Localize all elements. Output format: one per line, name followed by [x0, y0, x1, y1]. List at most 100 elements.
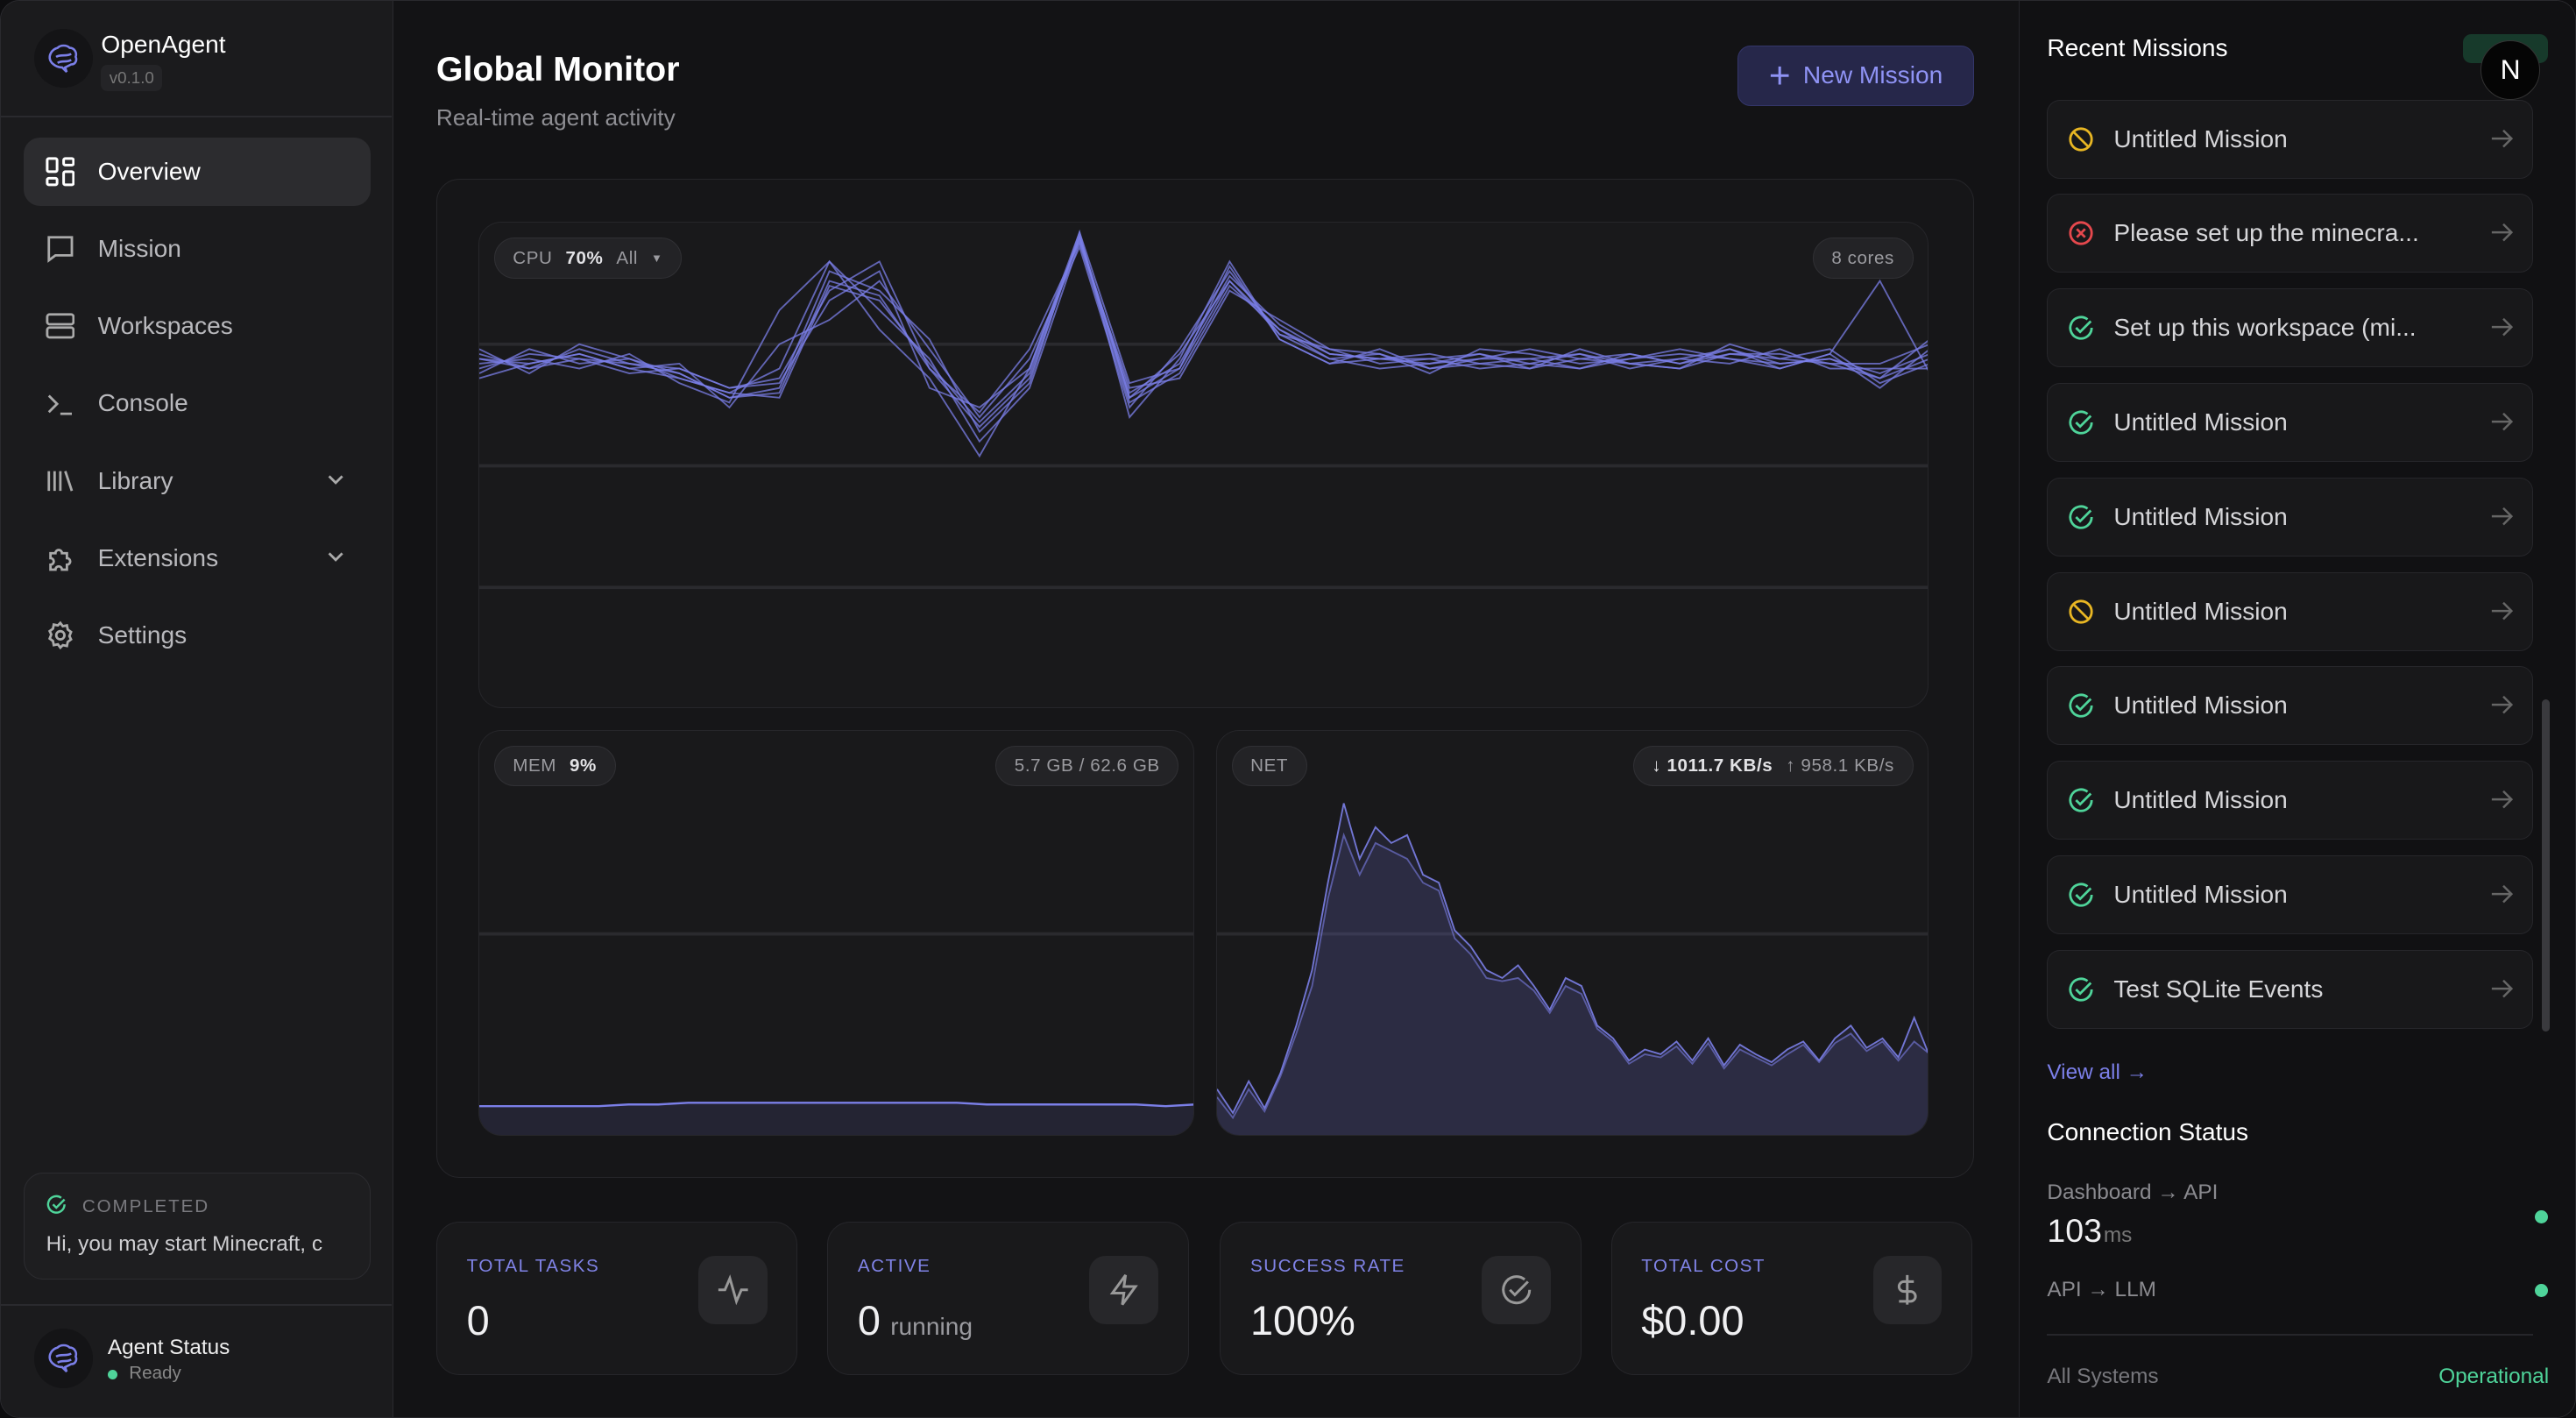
completed-status-icon: [2068, 787, 2094, 813]
net-badge: NET: [1231, 745, 1307, 787]
arrow-right-icon: [2491, 791, 2513, 809]
mem-value: 9%: [570, 755, 597, 776]
arrow-right-icon: [2491, 979, 2513, 998]
cpu-chart-svg: [478, 230, 1928, 590]
new-mission-button[interactable]: New Mission: [1737, 45, 1974, 106]
mission-title: Untitled Mission: [2113, 408, 2288, 436]
right-panel: Recent Missions N Untitled Mission Please…: [2018, 1, 2576, 1418]
sidebar-item-library[interactable]: Library: [24, 446, 371, 515]
mem-usage: 5.7 GB / 62.6 GB: [995, 745, 1179, 787]
last-mission-text: Hi, you may start Minecraft, c: [46, 1232, 323, 1257]
sidebar-item-label: Mission: [97, 235, 181, 263]
sidebar-item-label: Extensions: [97, 543, 219, 571]
cpu-core-line: [478, 239, 1928, 443]
stat-total-tasks: TOTAL TASKS 0: [435, 1222, 798, 1375]
last-mission-card[interactable]: COMPLETED Hi, you may start Minecraft, c: [24, 1172, 371, 1280]
mission-item[interactable]: Untitled Mission: [2047, 571, 2534, 651]
completed-status-icon: [2068, 504, 2094, 530]
sidebar-item-workspaces[interactable]: Workspaces: [24, 292, 371, 361]
cpu-label: CPU: [513, 247, 553, 268]
mission-title: Untitled Mission: [2113, 691, 2288, 720]
cpu-core-line: [478, 234, 1928, 429]
net-down-line: [1216, 802, 1928, 1115]
page-subtitle: Real-time agent activity: [435, 104, 676, 131]
mission-item[interactable]: Untitled Mission: [2047, 382, 2534, 462]
mission-item[interactable]: Untitled Mission: [2047, 666, 2534, 746]
sidebar-item-overview[interactable]: Overview: [24, 137, 371, 207]
arrow-right-icon: [2491, 412, 2513, 431]
last-mission-status: COMPLETED: [81, 1196, 210, 1217]
divider: [2047, 1333, 2534, 1336]
all-systems-label: All Systems: [2047, 1365, 2159, 1389]
arrow-right-icon: [2491, 601, 2513, 620]
agent-status-title: Agent Status: [107, 1335, 230, 1359]
mission-item[interactable]: Untitled Mission: [2047, 855, 2534, 934]
sidebar-item-extensions[interactable]: Extensions: [24, 523, 371, 592]
cancelled-status-icon: [2068, 126, 2094, 152]
main-content: Global Monitor Real-time agent activity …: [393, 1, 2019, 1418]
arrow-right-icon: [2491, 129, 2513, 147]
dollar-icon: [1872, 1255, 1943, 1325]
divider: [1, 116, 393, 118]
sidebar-item-console[interactable]: Console: [24, 369, 371, 438]
mission-item[interactable]: Set up this workspace (mi...: [2047, 288, 2534, 368]
mission-item[interactable]: Please set up the minecra...: [2047, 194, 2534, 273]
net-area: [1216, 803, 1928, 1135]
message-square-icon: [46, 236, 74, 264]
stat-value: 0 running: [857, 1297, 973, 1344]
dashboard-api-status-dot: [2535, 1210, 2549, 1223]
latency-value: 103 ms: [2047, 1211, 2133, 1249]
arrow-right-icon: [2491, 507, 2513, 526]
chevron-down-icon[interactable]: [324, 468, 347, 491]
arrow-right-icon: [2491, 223, 2513, 242]
chevron-down-icon[interactable]: [324, 545, 347, 568]
cpu-selector[interactable]: CPU 70% All ▼: [493, 238, 683, 279]
caret-down-icon: ▼: [650, 252, 663, 266]
connection-status-title: Connection Status: [2047, 1118, 2249, 1145]
cores-badge: 8 cores: [1812, 238, 1914, 279]
mission-title: Untitled Mission: [2113, 881, 2288, 908]
sidebar-item-label: Console: [97, 389, 188, 417]
stat-value: 0: [466, 1297, 490, 1344]
recent-missions-title: Recent Missions: [2047, 33, 2228, 61]
stat-value: $0.00: [1641, 1297, 1744, 1344]
view-all-link[interactable]: View all →: [2047, 1060, 2148, 1085]
sidebar-item-label: Workspaces: [97, 312, 233, 340]
mem-chart: MEM 9% 5.7 GB / 62.6 GB: [478, 729, 1195, 1136]
mem-chart-svg: [478, 932, 1194, 1135]
page-title: Global Monitor: [435, 50, 680, 89]
cpu-core-line: [478, 245, 1928, 419]
brain-logo-icon: [33, 28, 93, 89]
mission-title: Set up this workspace (mi...: [2113, 314, 2417, 342]
server-icon: [46, 313, 74, 339]
sidebar-item-label: Overview: [97, 158, 201, 185]
user-avatar[interactable]: N: [2480, 40, 2540, 100]
mem-line: [478, 1101, 1194, 1108]
net-rates: ↓ 1011.7 KB/s ↑ 958.1 KB/s: [1632, 745, 1914, 787]
mission-item[interactable]: Untitled Mission: [2047, 761, 2534, 840]
mission-title: Untitled Mission: [2113, 502, 2288, 530]
sidebar: OpenAgent v0.1.0 Overview Mission Worksp…: [1, 1, 394, 1418]
stat-label: TOTAL COST: [1641, 1255, 1766, 1276]
net-down: 1011.7 KB/s: [1667, 755, 1773, 776]
cpu-core-line: [478, 235, 1928, 458]
mission-item[interactable]: Untitled Mission: [2047, 477, 2534, 557]
cpu-chart: CPU 70% All ▼ 8 cores: [478, 222, 1929, 709]
arrow-right-icon: [2491, 884, 2513, 904]
completed-status-icon: [2068, 692, 2094, 719]
sidebar-item-settings[interactable]: Settings: [24, 600, 371, 670]
brain-icon: [33, 1329, 93, 1388]
scrollbar[interactable]: [2541, 698, 2551, 1032]
api-llm-label: API → LLM: [2047, 1277, 2156, 1301]
sidebar-item-mission[interactable]: Mission: [24, 215, 371, 284]
cpu-core-line: [478, 239, 1928, 415]
cpu-core-line: [478, 234, 1928, 424]
mem-label: MEM: [513, 755, 557, 776]
completed-status-icon: [2068, 409, 2094, 436]
cpu-value: 70%: [565, 247, 604, 268]
mission-item[interactable]: Test SQLite Events: [2047, 949, 2534, 1029]
mission-item[interactable]: Untitled Mission: [2047, 99, 2534, 179]
completed-status-icon: [2068, 976, 2094, 1003]
sidebar-item-label: Library: [97, 466, 173, 494]
